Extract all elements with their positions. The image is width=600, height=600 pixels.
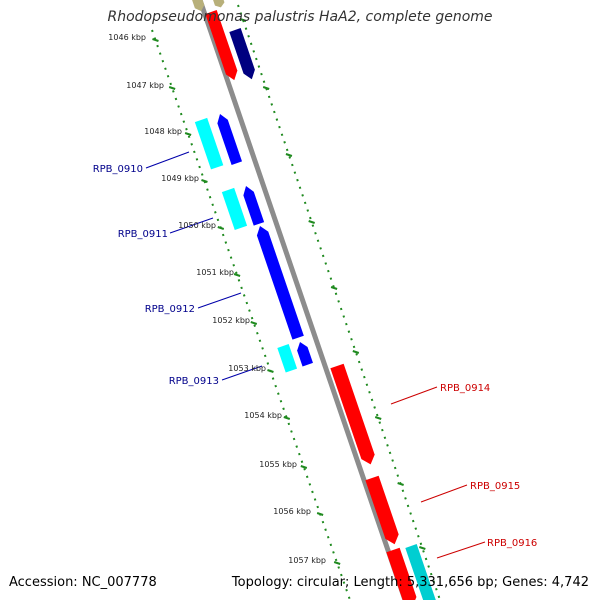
major-tick xyxy=(300,465,308,469)
major-tick xyxy=(285,153,293,157)
gene-feature-rpb-0911-cyan xyxy=(221,187,248,230)
gene-feature-top-olive xyxy=(192,0,205,12)
gene-feature-rpb-0916-red xyxy=(386,547,417,600)
major-tick xyxy=(316,512,324,516)
major-tick xyxy=(262,86,270,90)
kbp-label: 1052 kbp xyxy=(212,316,250,325)
gene-label-rpb-0912: RPB_0912 xyxy=(145,304,195,315)
major-tick xyxy=(267,369,274,373)
kbp-label: 1051 kbp xyxy=(196,268,234,277)
major-tick xyxy=(239,18,247,22)
gene-label-rpb-0910: RPB_0910 xyxy=(93,164,143,175)
kbp-label: 1050 kbp xyxy=(178,221,216,230)
major-tick xyxy=(374,416,382,420)
kbp-label: 1046 kbp xyxy=(108,33,146,42)
leader-rpb-0912 xyxy=(197,292,242,309)
leader-rpb-0913 xyxy=(221,365,263,381)
gene-label-rpb-0913: RPB_0913 xyxy=(169,376,219,387)
gene-feature-top-navy xyxy=(229,28,255,80)
leader-rpb-0914 xyxy=(390,386,438,405)
leader-rpb-0915 xyxy=(420,484,468,503)
gene-feature-rpb-0913-blue xyxy=(297,342,313,367)
major-tick xyxy=(397,482,404,486)
major-tick xyxy=(233,273,241,277)
gene-feature-top-red xyxy=(205,10,238,81)
kbp-label: 1057 kbp xyxy=(288,556,326,565)
gene-feature-rpb-0910-blue xyxy=(217,114,243,165)
major-tick xyxy=(283,416,291,420)
major-tick xyxy=(419,546,426,550)
major-tick xyxy=(217,226,225,230)
gene-feature-rpb-0911-blue xyxy=(243,186,265,226)
accession-text: Accession: NC_007778 xyxy=(9,575,157,590)
genome-backbone xyxy=(197,0,408,600)
gene-features xyxy=(192,0,436,600)
kbp-label: 1053 kbp xyxy=(228,364,266,373)
tick-tracks xyxy=(151,4,441,600)
gene-feature-rpb-0912-blue xyxy=(256,226,304,340)
map-title: Rhodopseudomonas palustris HaA2, complet… xyxy=(107,9,493,25)
leader-rpb-0911 xyxy=(169,217,214,234)
major-tick xyxy=(152,38,159,42)
major-tick xyxy=(330,286,338,290)
genome-summary-text: Topology: circular; Length: 5,331,656 bp… xyxy=(231,575,589,590)
major-tick xyxy=(184,132,192,136)
leader-rpb-0916 xyxy=(436,541,486,559)
gene-feature-rpb-0915-red xyxy=(365,475,399,545)
gene-feature-rpb-0910-cyan xyxy=(194,117,224,170)
kbp-label: 1054 kbp xyxy=(244,411,282,420)
major-tick xyxy=(168,86,176,90)
kbp-label: 1049 kbp xyxy=(161,174,199,183)
gene-label-rpb-0914: RPB_0914 xyxy=(440,383,490,394)
leader-rpb-0910 xyxy=(145,151,190,169)
major-tick xyxy=(250,321,258,325)
gene-label-rpb-0915: RPB_0915 xyxy=(470,481,520,492)
major-tick xyxy=(352,350,360,354)
label-leaders xyxy=(145,151,486,559)
kbp-label: 1048 kbp xyxy=(144,127,182,136)
major-ticks xyxy=(152,18,426,565)
gene-feature-rpb-0913-cyan xyxy=(277,344,298,373)
kbp-label: 1056 kbp xyxy=(273,507,311,516)
kbp-label: 1047 kbp xyxy=(126,81,164,90)
gene-labels: RPB_0910 RPB_0911 RPB_0912 RPB_0913 RPB_… xyxy=(93,164,538,549)
outer-tick-track xyxy=(237,4,441,600)
gene-feature-rpb-0916-cyan xyxy=(405,544,436,600)
major-tick xyxy=(201,179,208,183)
gene-label-rpb-0911: RPB_0911 xyxy=(118,229,168,240)
kbp-label: 1055 kbp xyxy=(259,460,297,469)
gene-label-rpb-0916: RPB_0916 xyxy=(487,538,537,549)
major-tick xyxy=(308,220,315,224)
gene-feature-top-olive xyxy=(213,0,225,8)
major-tick xyxy=(333,561,341,565)
gene-feature-rpb-0914-red xyxy=(330,363,375,465)
kbp-labels: 1046 kbp 1047 kbp 1048 kbp 1049 kbp 1050… xyxy=(108,33,326,565)
